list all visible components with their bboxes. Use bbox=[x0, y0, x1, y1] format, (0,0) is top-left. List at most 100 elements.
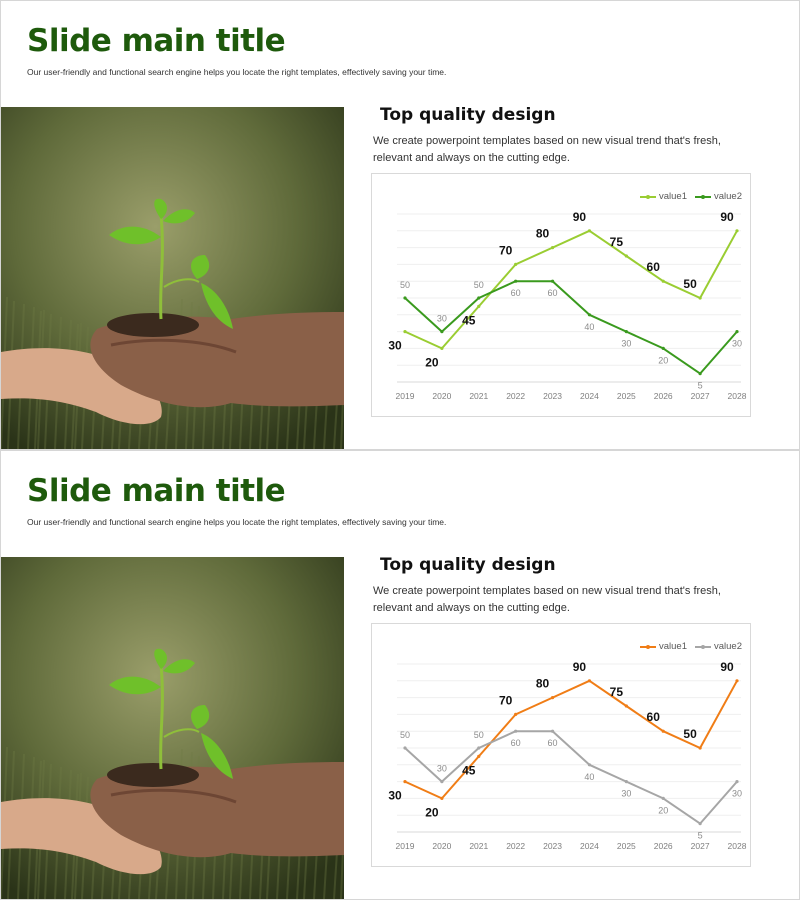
data-label-value2: 20 bbox=[658, 805, 668, 815]
data-point-value2 bbox=[477, 746, 481, 750]
data-point-value2 bbox=[550, 279, 555, 283]
data-point-value2 bbox=[477, 296, 481, 300]
data-label-value2: 50 bbox=[400, 280, 410, 290]
data-label-value1: 60 bbox=[647, 260, 661, 274]
data-label-value2: 60 bbox=[548, 288, 558, 298]
slide-subtitle: Our user-friendly and functional search … bbox=[27, 517, 447, 527]
data-point-value2 bbox=[440, 780, 444, 784]
data-point-value1 bbox=[661, 279, 665, 283]
data-point-value1 bbox=[661, 729, 665, 733]
data-point-value2 bbox=[735, 330, 739, 334]
x-tick-label: 2022 bbox=[506, 841, 525, 851]
legend-label-value2: value2 bbox=[714, 191, 742, 202]
data-label-value1: 50 bbox=[683, 277, 697, 291]
data-label-value2: 30 bbox=[437, 764, 447, 774]
data-point-value2 bbox=[661, 346, 665, 350]
data-point-value1 bbox=[735, 679, 739, 683]
chart-plot: 2019 2020 2021 2022 2023 2024 2025 2026 2027 2028… bbox=[388, 210, 746, 401]
series-line-value1 bbox=[404, 679, 738, 800]
data-label-value1: 90 bbox=[720, 210, 734, 224]
data-point-value2 bbox=[403, 746, 407, 750]
slide-subtitle: Our user-friendly and functional search … bbox=[27, 67, 447, 77]
x-tick-label: 2027 bbox=[691, 841, 710, 851]
chart-legend: value1 value2 bbox=[640, 191, 742, 202]
legend-item-value1: value1 bbox=[640, 641, 687, 652]
section-heading: Top quality design bbox=[380, 555, 556, 575]
legend-swatch-value2 bbox=[695, 644, 711, 649]
data-label-value1: 60 bbox=[647, 710, 661, 724]
chart-legend: value1 value2 bbox=[640, 641, 742, 652]
data-label-value1: 90 bbox=[720, 660, 734, 674]
data-point-value1 bbox=[698, 746, 702, 750]
series-line-value2 bbox=[404, 280, 738, 375]
data-label-value1: 90 bbox=[573, 660, 587, 674]
data-label-value1: 75 bbox=[610, 685, 624, 699]
slide-title: Slide main title bbox=[27, 473, 286, 509]
data-point-value2 bbox=[587, 313, 592, 317]
data-point-value2 bbox=[514, 729, 518, 733]
data-label-value1: 50 bbox=[683, 727, 697, 741]
x-tick-label: 2023 bbox=[543, 841, 562, 851]
legend-label-value2: value2 bbox=[714, 641, 742, 652]
seedling-photo bbox=[1, 107, 344, 449]
legend-swatch-value1 bbox=[640, 194, 656, 199]
x-tick-label: 2026 bbox=[654, 391, 673, 401]
x-tick-label: 2025 bbox=[617, 841, 636, 851]
data-point-value1 bbox=[403, 780, 407, 784]
series-line-value2 bbox=[404, 730, 738, 825]
data-point-value2 bbox=[587, 763, 592, 767]
data-label-value1: 80 bbox=[536, 677, 550, 691]
data-label-value2: 60 bbox=[511, 288, 521, 298]
data-label-value2: 50 bbox=[474, 730, 484, 740]
data-point-value2 bbox=[550, 729, 555, 733]
section-heading: Top quality design bbox=[380, 105, 556, 125]
legend-swatch-value1 bbox=[640, 644, 656, 649]
data-point-value1 bbox=[587, 679, 592, 683]
x-tick-label: 2019 bbox=[396, 841, 415, 851]
x-tick-label: 2020 bbox=[432, 391, 451, 401]
legend-item-value2: value2 bbox=[695, 641, 742, 652]
data-point-value1 bbox=[514, 262, 518, 266]
legend-item-value2: value2 bbox=[695, 191, 742, 202]
series-line-value1 bbox=[404, 229, 738, 350]
data-point-value1 bbox=[440, 346, 444, 350]
data-label-value2: 50 bbox=[474, 280, 484, 290]
data-label-value2: 30 bbox=[621, 339, 631, 349]
x-tick-label: 2023 bbox=[543, 391, 562, 401]
x-tick-label: 2019 bbox=[396, 391, 415, 401]
section-body: We create powerpoint templates based on … bbox=[373, 135, 721, 164]
data-label-value1: 30 bbox=[388, 789, 402, 803]
x-tick-label: 2028 bbox=[728, 841, 747, 851]
chart-plot: 2019 2020 2021 2022 2023 2024 2025 2026 2027 2028… bbox=[388, 660, 747, 851]
data-point-value1 bbox=[587, 229, 592, 233]
data-label-value2: 60 bbox=[511, 738, 521, 748]
data-point-value1 bbox=[735, 229, 739, 233]
section-body: We create powerpoint templates based on … bbox=[373, 585, 721, 614]
data-point-value1 bbox=[550, 696, 555, 700]
line-chart: 2019 2020 2021 2022 2023 2024 2025 2026 2027 2028… bbox=[371, 173, 751, 417]
data-label-value2: 5 bbox=[698, 831, 703, 841]
data-point-value1 bbox=[550, 246, 555, 250]
legend-item-value1: value1 bbox=[640, 191, 687, 202]
x-tick-label: 2021 bbox=[469, 391, 488, 401]
slide-1: Slide main title Our user-friendly and f… bbox=[0, 0, 800, 450]
data-point-value2 bbox=[698, 372, 702, 376]
data-label-value2: 40 bbox=[584, 322, 594, 332]
data-point-value2 bbox=[624, 330, 628, 334]
data-label-value1: 45 bbox=[462, 313, 476, 327]
legend-swatch-value2 bbox=[695, 194, 711, 199]
x-tick-label: 2024 bbox=[580, 841, 599, 851]
x-tick-label: 2025 bbox=[617, 391, 636, 401]
data-point-value2 bbox=[514, 279, 518, 283]
data-point-value1 bbox=[440, 796, 444, 800]
data-label-value2: 50 bbox=[400, 730, 410, 740]
data-label-value1: 45 bbox=[462, 763, 476, 777]
x-tick-label: 2024 bbox=[580, 391, 599, 401]
data-label-value2: 5 bbox=[698, 381, 703, 391]
data-label-value2: 30 bbox=[621, 789, 631, 799]
legend-label-value1: value1 bbox=[659, 191, 687, 202]
data-label-value2: 30 bbox=[732, 789, 742, 799]
data-point-value1 bbox=[624, 704, 628, 708]
data-point-value1 bbox=[514, 712, 518, 716]
data-label-value1: 75 bbox=[610, 235, 624, 249]
